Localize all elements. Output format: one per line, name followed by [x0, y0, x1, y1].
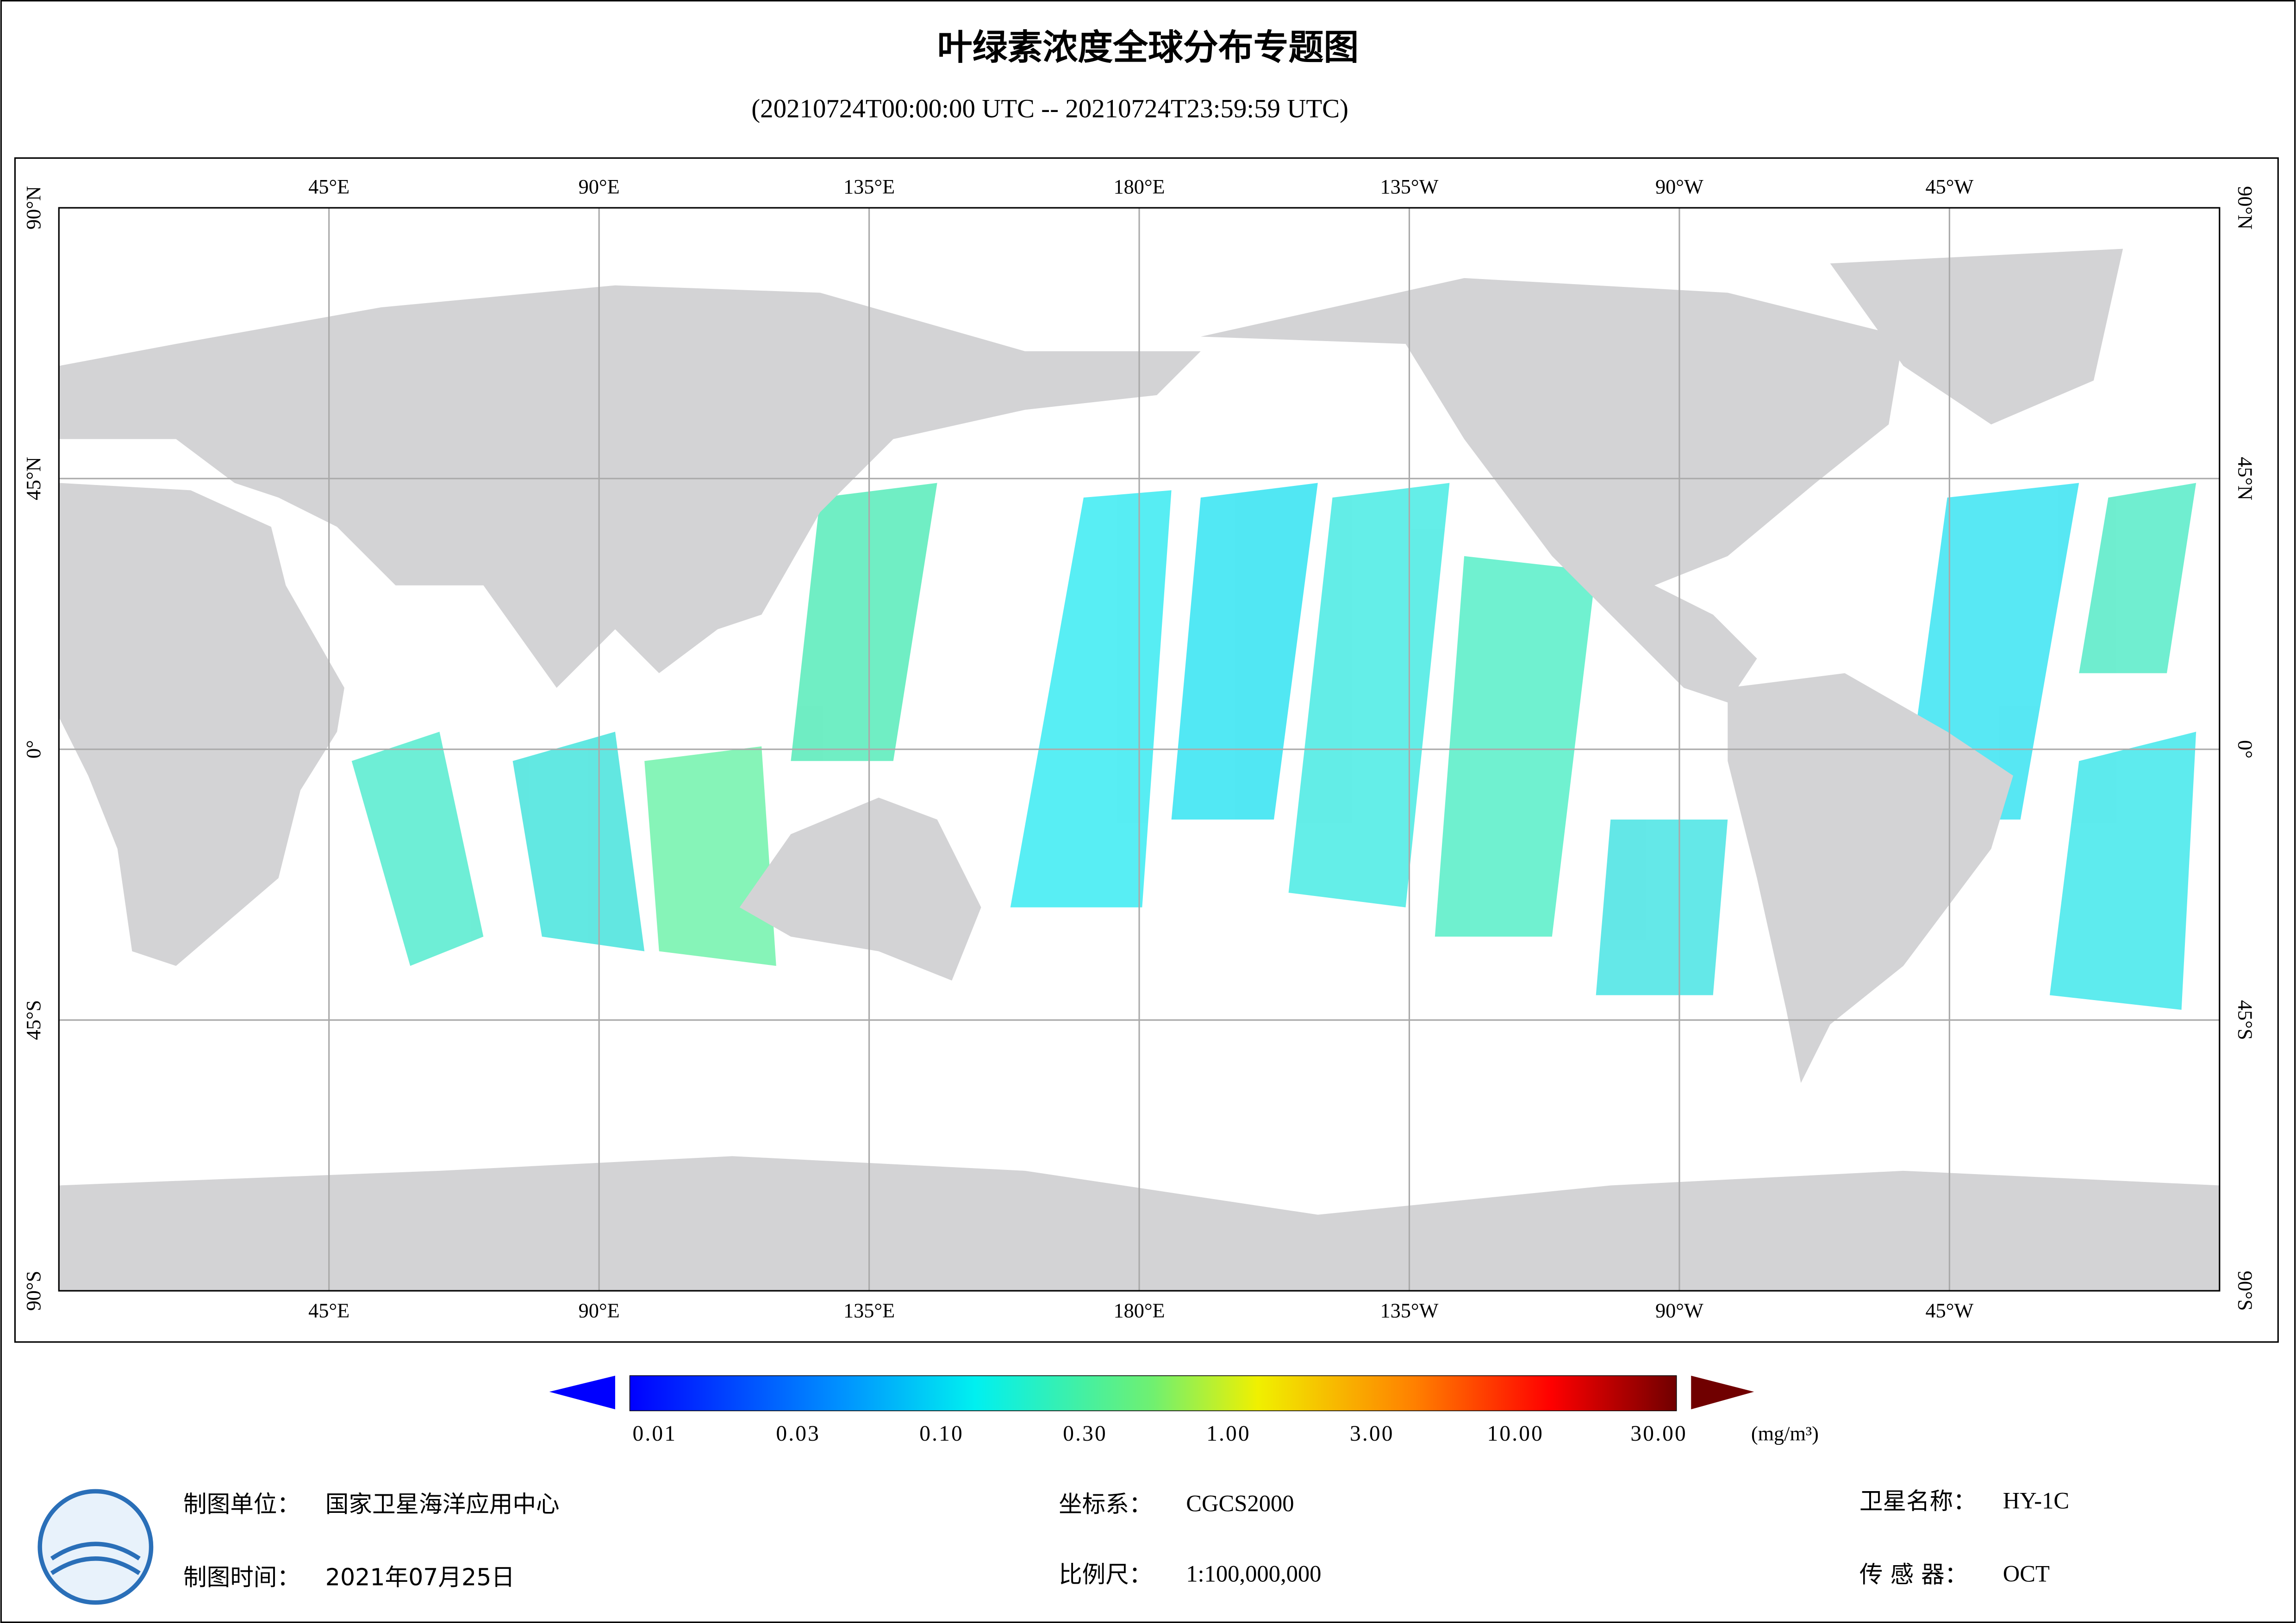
- colorbar-label: 0.10: [919, 1422, 964, 1446]
- map-border: [58, 207, 2221, 1292]
- lon-label: 90°E: [579, 175, 620, 198]
- footer-value: 2021年07月25日: [325, 1564, 515, 1591]
- subtitle: (20210724T00:00:00 UTC -- 20210724T23:59…: [751, 94, 1348, 123]
- lon-label: 90°W: [1655, 175, 1703, 198]
- footer-label: 卫星名称：: [1859, 1487, 1977, 1515]
- footer-value: 1:100,000,000: [1186, 1561, 1321, 1586]
- lat-label: 0°: [2234, 740, 2256, 759]
- colorbar-label: 0.01: [632, 1422, 677, 1446]
- colorbar-under: [549, 1375, 615, 1410]
- swath: [2049, 732, 2196, 1010]
- greenland: [1830, 249, 2123, 425]
- lon-label: 45°W: [1925, 175, 1973, 198]
- lat-label: 45°S: [22, 1000, 45, 1040]
- colorbar-label: 3.00: [1350, 1422, 1394, 1446]
- footer-value: CGCS2000: [1186, 1491, 1294, 1517]
- lat-label: 0°: [22, 740, 45, 759]
- footer-label: 传 感 器：: [1859, 1561, 1968, 1588]
- north-america: [1200, 278, 1903, 703]
- swath: [2079, 483, 2196, 673]
- eurasia: [59, 285, 1201, 688]
- lat-label: 90°N: [2234, 186, 2256, 230]
- footer-value: HY-1C: [2003, 1487, 2069, 1513]
- footer-label: 比例尺：: [1059, 1561, 1152, 1588]
- footer-value: 国家卫星海洋应用中心: [325, 1491, 560, 1518]
- colorbar-label: 30.00: [1630, 1422, 1687, 1446]
- logo-waves: [50, 1542, 141, 1575]
- swath: [1010, 490, 1172, 908]
- lon-label: 90°W: [1655, 1300, 1703, 1322]
- lon-label: 45°E: [308, 175, 349, 198]
- title: 叶绿素浓度全球分布专题图: [937, 27, 1359, 68]
- map: [58, 207, 2221, 1292]
- swath: [1596, 819, 1728, 995]
- colorbar: [629, 1375, 1677, 1412]
- lat-label: 90°S: [22, 1271, 45, 1311]
- lon-label: 180°E: [1113, 175, 1165, 198]
- lon-label: 135°E: [843, 175, 895, 198]
- south-america: [1728, 673, 2013, 1083]
- footer: 制图单位： 国家卫星海洋应用中心 制图时间： 2021年07月25日 坐标系： …: [183, 1487, 2069, 1591]
- lat-label: 45°N: [2234, 457, 2256, 500]
- logo: [37, 1489, 154, 1605]
- logo-ring: [37, 1489, 154, 1605]
- lon-label: 45°E: [308, 1300, 349, 1322]
- colorbar-unit: (mg/m³): [1751, 1422, 1819, 1445]
- chlorophyll-swaths: [351, 483, 2196, 1010]
- swath: [644, 746, 776, 966]
- swath: [1435, 556, 1596, 937]
- colorbar-over: [1691, 1375, 1754, 1410]
- lat-label: 90°S: [2234, 1271, 2256, 1311]
- lon-label: 90°E: [579, 1300, 620, 1322]
- swath: [512, 732, 645, 951]
- swath: [351, 732, 484, 966]
- colorbar-label: 10.00: [1487, 1422, 1544, 1446]
- swath: [791, 483, 937, 761]
- australia: [739, 797, 981, 981]
- lon-label: 135°W: [1380, 175, 1439, 198]
- map-frame: [14, 157, 2279, 1343]
- lon-label: 180°E: [1113, 1300, 1165, 1322]
- colorbar-label: 0.30: [1063, 1422, 1107, 1446]
- lat-label: 45°S: [2234, 1000, 2256, 1040]
- lon-label: 135°W: [1380, 1300, 1439, 1322]
- africa: [59, 483, 344, 966]
- colorbar-label: 1.00: [1206, 1422, 1251, 1446]
- lon-label: 45°W: [1925, 1300, 1973, 1322]
- footer-label: 坐标系：: [1059, 1491, 1152, 1518]
- lat-label: 45°N: [22, 457, 45, 500]
- lon-label: 135°E: [843, 1300, 895, 1322]
- swath: [1171, 483, 1318, 820]
- lat-label: 90°N: [22, 186, 45, 230]
- footer-value: OCT: [2003, 1561, 2050, 1586]
- footer-label: 制图单位：: [183, 1491, 300, 1518]
- footer-label: 制图时间：: [183, 1564, 300, 1591]
- colorbar-label: 0.03: [776, 1422, 820, 1446]
